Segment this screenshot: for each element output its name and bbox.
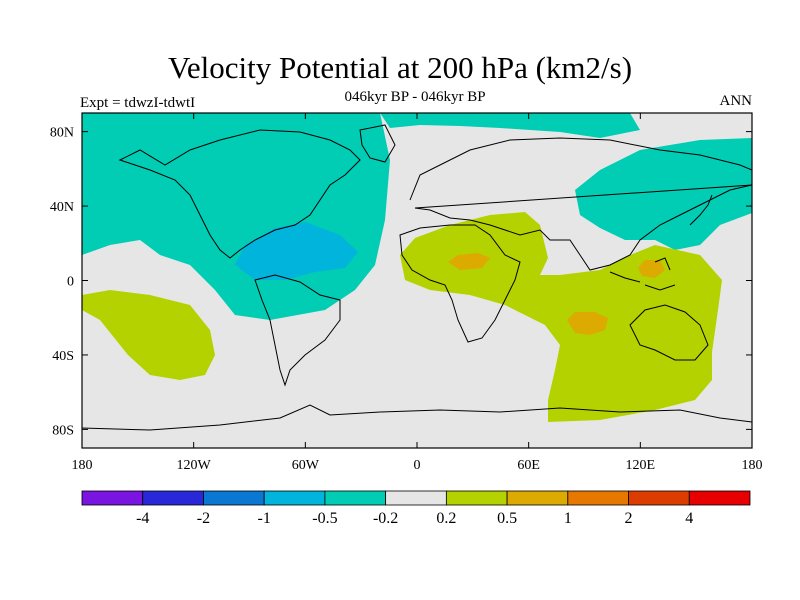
coastline-japan — [689, 194, 713, 226]
contour-pos-east-pacific — [82, 290, 215, 380]
coastline-indonesia — [609, 257, 676, 291]
x-tick-label: 60E — [517, 458, 540, 473]
x-tick-label: 180 — [72, 458, 93, 473]
colorbar-label: -0.2 — [373, 510, 398, 527]
axis-ticks: 80N 40N 0 40S 80S 180 120W 60W 0 60E 120E 180 — [50, 113, 763, 473]
coastline-south-america — [254, 274, 341, 387]
contour-neg-east-asia — [575, 138, 752, 250]
y-tick-label: 0 — [67, 275, 74, 290]
contour-pos-maritime-core — [638, 260, 665, 278]
colorbar-swatch — [81, 490, 144, 506]
x-tick-label: 60W — [292, 458, 320, 473]
colorbar-label: 1 — [564, 510, 572, 527]
colorbar-label: 2 — [625, 510, 633, 527]
experiment-label: Expt = tdwzI-tdwtI — [80, 95, 196, 111]
season-label: ANN — [719, 93, 753, 109]
coastline-north-america — [118, 129, 361, 259]
colorbar-swatch — [142, 490, 204, 506]
colorbar-swatch — [628, 490, 690, 506]
colorbar-swatch — [263, 490, 326, 506]
contour-pos-africa-core — [448, 253, 490, 270]
colorbar-label: -2 — [197, 510, 210, 527]
colorbar-label: -1 — [258, 510, 271, 527]
colorbar-swatch — [567, 490, 629, 506]
map-subtitle: 046kyr BP - 046kyr BP — [344, 89, 486, 105]
x-tick-label: 120W — [177, 458, 212, 473]
colorbar-swatch — [385, 490, 447, 506]
y-tick-label: 80N — [50, 126, 74, 141]
colorbar-swatch — [203, 490, 265, 506]
x-tick-label: 120E — [626, 458, 656, 473]
y-tick-label: 80S — [52, 423, 74, 438]
x-tick-label: 0 — [414, 458, 421, 473]
colorbar-label: 4 — [685, 510, 693, 527]
y-tick-label: 40N — [50, 200, 74, 215]
field-layer — [82, 113, 752, 448]
colorbar-label: 0.5 — [497, 510, 517, 527]
contour-neg-caribbean — [235, 222, 358, 280]
coastline-antarctica — [82, 404, 752, 431]
contour-neg-high-arctic — [380, 113, 640, 138]
colorbar-swatch — [324, 490, 387, 506]
coastline-eurasia — [409, 137, 752, 271]
contour-pos-indian-core — [567, 312, 608, 335]
coastline-layer — [82, 124, 752, 431]
colorbar-swatch — [506, 490, 569, 506]
colorbar-label: -4 — [136, 510, 149, 527]
y-tick-label: 40S — [52, 349, 74, 364]
colorbar-swatch — [445, 490, 508, 506]
colorbar: -4 -2 -1 -0.5 -0.2 0.2 0.5 1 2 4 — [81, 490, 751, 527]
map-title: Velocity Potential at 200 hPa (km2/s) — [167, 50, 633, 85]
x-tick-label: 180 — [742, 458, 763, 473]
coastline-greenland — [359, 124, 396, 163]
coastline-africa — [399, 224, 521, 343]
coastline-australia — [629, 304, 709, 361]
colorbar-swatch — [688, 490, 751, 506]
colorbar-label: 0.2 — [436, 510, 456, 527]
colorbar-label: -0.5 — [312, 510, 337, 527]
